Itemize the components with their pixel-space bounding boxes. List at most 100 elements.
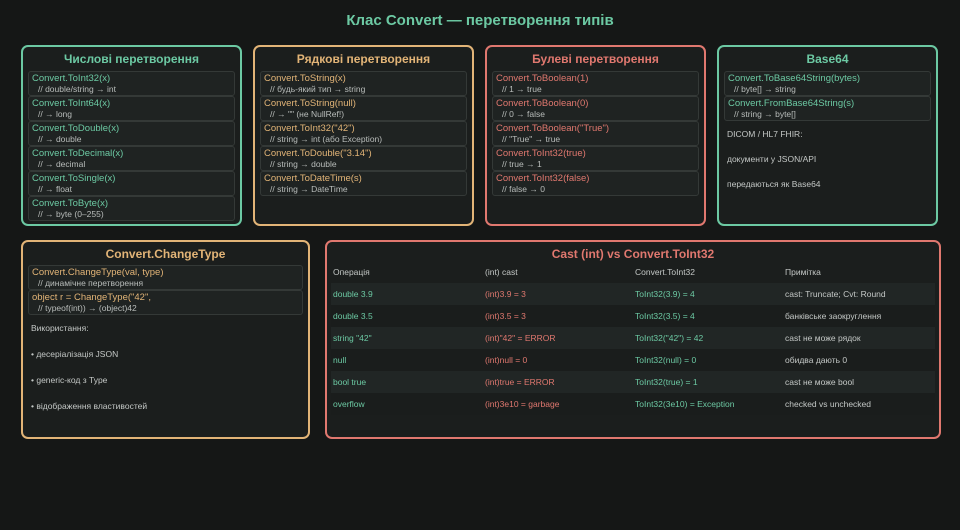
code-comment: // "True" → true <box>502 134 561 144</box>
code-item: Convert.ToDouble(x)// → double <box>28 121 235 146</box>
table-cell: ToInt32(3.9) = 4 <box>635 289 695 299</box>
code-text: Convert.ToInt64(x) <box>32 98 111 109</box>
code-text: Convert.ToBoolean(0) <box>496 98 589 109</box>
code-comment: // → double <box>38 134 82 144</box>
panel-title: Base64 <box>806 52 849 66</box>
table-cell: double 3.9 <box>333 289 373 299</box>
code-text: Convert.ToInt32(false) <box>496 173 590 184</box>
code-comment: // double/string → int <box>38 84 116 94</box>
table-header: Операція <box>333 267 370 277</box>
panel: Convert.ChangeType Convert.ChangeType(val… <box>21 240 310 439</box>
table-header: Convert.ToInt32 <box>635 267 696 277</box>
code-text: Convert.ToInt32(x) <box>32 73 111 84</box>
code-comment: // false → 0 <box>502 184 545 194</box>
table-cell: ToInt32("42") = 42 <box>635 333 704 343</box>
code-text: Convert.FromBase64String(s) <box>728 98 855 109</box>
code-text: Convert.ToDateTime(s) <box>264 173 362 184</box>
code-text: Convert.ToInt32("42") <box>264 123 355 134</box>
table-cell: ToInt32(true) = 1 <box>635 377 698 387</box>
table-row <box>331 393 935 415</box>
code-item: Convert.ChangeType(val, type)// динамічн… <box>28 265 303 290</box>
table-cell: string "42" <box>333 333 372 343</box>
code-item: Convert.ToBoolean(0)// 0 → false <box>492 96 699 121</box>
panel: Base64 Convert.ToBase64String(bytes)// by… <box>717 45 938 226</box>
code-item: Convert.FromBase64String(s)// string → b… <box>724 96 931 121</box>
note: • відображення властивостей <box>31 401 148 411</box>
table-row <box>331 349 935 371</box>
panel-title: Булеві перетворення <box>532 52 659 66</box>
code-item: Convert.ToDateTime(s)// string → DateTim… <box>260 171 467 196</box>
code-comment: // 1 → true <box>502 84 542 94</box>
code-item: Convert.ToInt32("42")// string → int (аб… <box>260 121 467 146</box>
code-item: Convert.ToBase64String(bytes)// byte[] →… <box>724 71 931 96</box>
table-cell: ToInt32(3.5) = 4 <box>635 311 695 321</box>
table-header: Примітка <box>785 267 821 277</box>
code-comment: // string → double <box>270 159 337 169</box>
panel-title: Числові перетворення <box>63 52 200 66</box>
code-comment: // byte[] → string <box>734 84 796 94</box>
code-text: Convert.ToDecimal(x) <box>32 148 124 159</box>
code-text: Convert.ToBoolean(1) <box>496 73 589 84</box>
note: Використання: <box>31 323 89 333</box>
table-cell: банківське заокруглення <box>785 311 882 321</box>
table-cell: (int)null = 0 <box>485 355 528 365</box>
code-comment: // → "" (не NullRef!) <box>270 109 345 119</box>
code-item: Convert.ToString(null)// → "" (не NullRe… <box>260 96 467 121</box>
code-item: Convert.ToInt64(x)// → long <box>28 96 235 121</box>
code-text: Convert.ToString(x) <box>264 73 346 84</box>
code-item: Convert.ToInt32(false)// false → 0 <box>492 171 699 196</box>
code-text: Convert.ToBoolean("True") <box>496 123 610 134</box>
table-cell: cast не може bool <box>785 377 855 387</box>
table-header: (int) cast <box>485 267 518 277</box>
table-cell: ToInt32(3e10) = Exception <box>635 399 735 409</box>
note: • generic-код з Type <box>31 375 108 385</box>
code-comment: // → long <box>38 109 73 119</box>
code-text: Convert.ToDouble(x) <box>32 123 120 134</box>
table-row <box>331 283 935 305</box>
code-item: object r = ChangeType("42",// typeof(int… <box>28 290 303 315</box>
table-cell: overflow <box>333 399 365 409</box>
table-cell: cast: Truncate; Cvt: Round <box>785 289 886 299</box>
table-cell: обидва дають 0 <box>785 355 848 365</box>
code-comment: // string → int (або Exception) <box>270 134 383 144</box>
code-comment: // true → 1 <box>502 159 542 169</box>
panel-title: Convert.ChangeType <box>105 247 226 261</box>
table-row <box>331 305 935 327</box>
note: передаються як Base64 <box>727 179 821 189</box>
table-cell: cast не може рядок <box>785 333 861 343</box>
table-cell: (int)3e10 = garbage <box>485 399 560 409</box>
code-text: Convert.ToString(null) <box>264 98 356 109</box>
table-cell: ToInt32(null) = 0 <box>635 355 697 365</box>
code-text: Convert.ToByte(x) <box>32 198 109 209</box>
panel: Числові перетворення Convert.ToInt32(x)//… <box>21 45 242 226</box>
code-comment: // 0 → false <box>502 109 545 119</box>
note: DICOM / HL7 FHIR: <box>727 129 803 139</box>
code-item: Convert.ToDecimal(x)// → decimal <box>28 146 235 171</box>
code-text: object r = ChangeType("42", <box>32 292 151 303</box>
code-comment: // будь-який тип → string <box>270 84 366 94</box>
table-cell: (int)3.9 = 3 <box>485 289 526 299</box>
panel: Булеві перетворення Convert.ToBoolean(1) /… <box>485 45 706 226</box>
table-cell: (int)"42" = ERROR <box>485 333 556 343</box>
table-cell: (int)3.5 = 3 <box>485 311 526 321</box>
code-text: Convert.ToSingle(x) <box>32 173 116 184</box>
table-panel: Cast (int) vs Convert.ToInt32 Операція (in… <box>325 240 941 439</box>
code-item: Convert.ToBoolean(1)// 1 → true <box>492 71 699 96</box>
code-comment: // динамічне перетворення <box>38 278 144 288</box>
table-cell: double 3.5 <box>333 311 373 321</box>
code-text: Convert.ChangeType(val, type) <box>32 267 164 278</box>
code-text: Convert.ToDouble("3.14") <box>264 148 372 159</box>
table-cell: bool true <box>333 377 367 387</box>
code-item: Convert.ToSingle(x)// → float <box>28 171 235 196</box>
code-comment: // → float <box>38 184 73 194</box>
table-row <box>331 371 935 393</box>
code-text: Convert.ToBase64String(bytes) <box>728 73 861 84</box>
table-row <box>331 327 935 349</box>
code-comment: // → byte (0–255) <box>38 209 104 219</box>
note: • десеріалізація JSON <box>31 349 119 359</box>
code-item: Convert.ToDouble("3.14")// string → doub… <box>260 146 467 171</box>
code-item: Convert.ToInt32(x)// double/string → int <box>28 71 235 96</box>
code-item: Convert.ToInt32(true)// true → 1 <box>492 146 699 171</box>
code-item: Convert.ToString(x)// будь-який тип → st… <box>260 71 467 96</box>
